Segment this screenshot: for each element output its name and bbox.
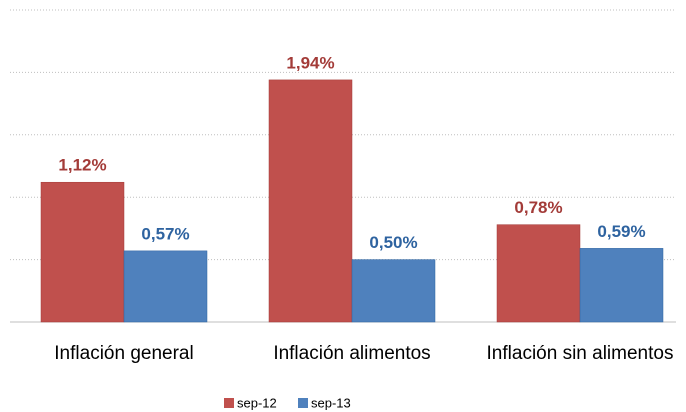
legend-label: sep-13: [311, 395, 351, 410]
value-label: 1,12%: [58, 156, 106, 175]
bar: [268, 79, 353, 323]
bar: [40, 181, 125, 323]
value-label: 0,59%: [597, 222, 645, 241]
legend-label: sep-12: [237, 395, 277, 410]
bar: [579, 248, 664, 323]
bar: [123, 250, 208, 323]
value-label: 0,50%: [369, 233, 417, 252]
legend-swatch: [224, 398, 234, 408]
bar: [496, 224, 581, 323]
x-tick-label: Inflación sin alimentos: [487, 343, 674, 364]
value-label: 0,57%: [141, 224, 189, 243]
x-tick-label: Inflación alimentos: [273, 343, 430, 364]
value-label: 0,78%: [514, 198, 562, 217]
legend-swatch: [298, 398, 308, 408]
bar: [351, 259, 436, 323]
x-tick-label: Inflación general: [54, 343, 193, 364]
value-label: 1,94%: [286, 53, 334, 72]
